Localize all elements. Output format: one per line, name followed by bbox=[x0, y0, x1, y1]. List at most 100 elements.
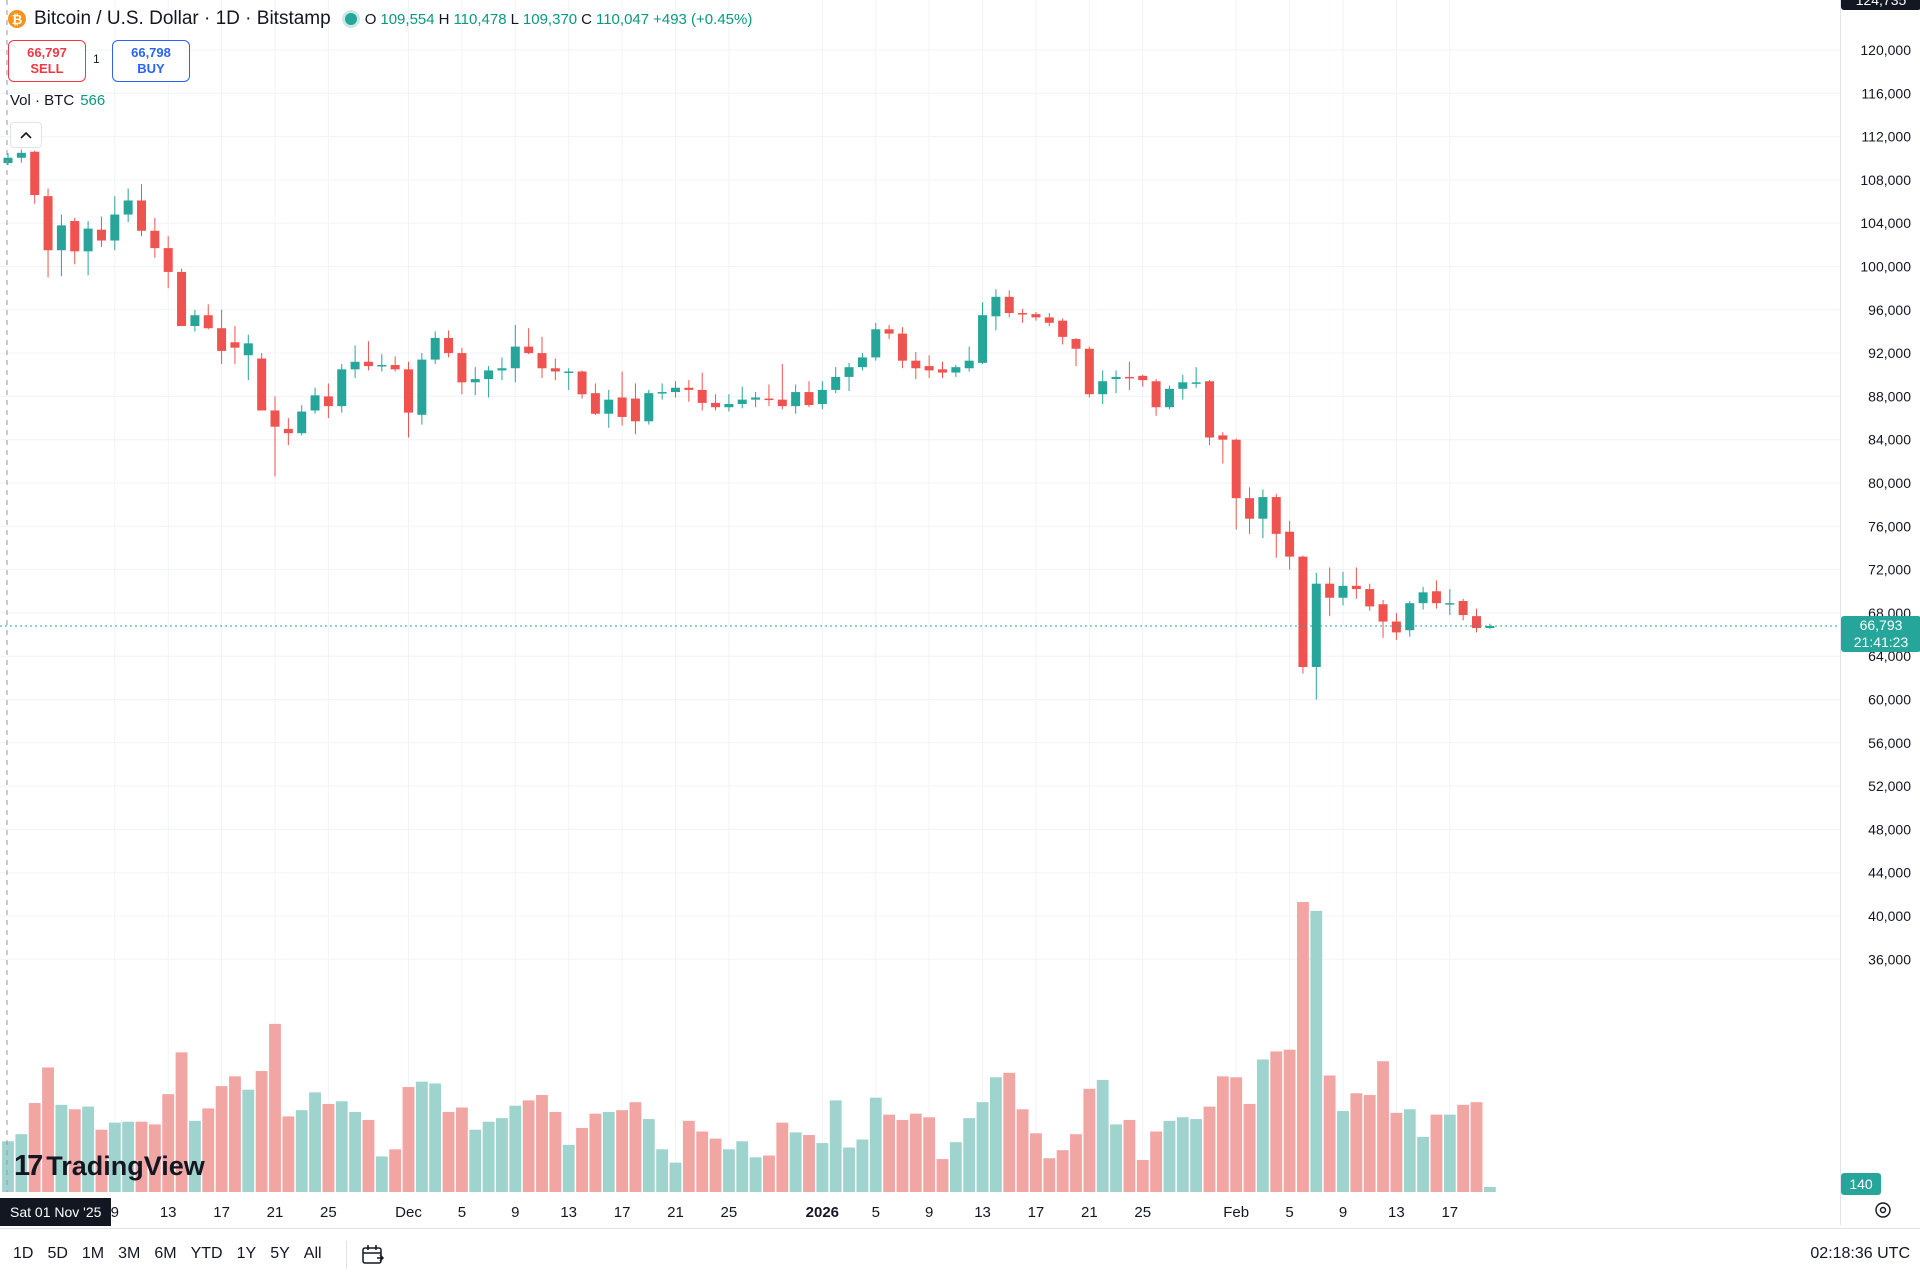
candle-body bbox=[1098, 381, 1108, 395]
volume-bar bbox=[1230, 1077, 1243, 1192]
candle bbox=[1258, 489, 1268, 539]
candle-body bbox=[497, 368, 507, 371]
price-tick-label: 64,000 bbox=[1868, 648, 1911, 664]
price-tick-label: 40,000 bbox=[1868, 908, 1911, 924]
volume-bar bbox=[242, 1089, 255, 1192]
candle-body bbox=[1378, 604, 1388, 622]
volume-bar bbox=[722, 1149, 735, 1192]
candle bbox=[537, 336, 547, 378]
candle-body bbox=[724, 403, 734, 408]
go-to-date-calendar-icon[interactable] bbox=[360, 1243, 386, 1267]
volume-bar bbox=[175, 1052, 188, 1192]
bitcoin-logo-icon: ₿ bbox=[8, 10, 26, 28]
volume-bar bbox=[1216, 1076, 1229, 1192]
volume-bar bbox=[229, 1076, 241, 1192]
time-tick-label: 9 bbox=[925, 1204, 933, 1221]
volume-bar bbox=[736, 1141, 749, 1192]
candle bbox=[1111, 370, 1121, 394]
price-tick-label: 96,000 bbox=[1868, 302, 1911, 318]
candle-body bbox=[1018, 313, 1028, 315]
candlestick-chart[interactable] bbox=[0, 0, 1840, 1192]
volume-bar bbox=[642, 1119, 655, 1192]
candle bbox=[163, 236, 173, 289]
candle bbox=[1164, 385, 1174, 410]
candle bbox=[177, 268, 187, 327]
range-ytd[interactable]: YTD bbox=[190, 1245, 223, 1262]
price-axis[interactable]: 120,000 116,000 112,000 108,000 104,000 100,0… bbox=[1840, 0, 1920, 1225]
candle-body bbox=[711, 402, 721, 408]
volume-bar bbox=[669, 1162, 682, 1192]
range-5d[interactable]: 5D bbox=[47, 1245, 68, 1262]
tradingview-watermark[interactable]: 17 TradingView bbox=[14, 1150, 205, 1183]
volume-bar bbox=[963, 1118, 976, 1192]
candle bbox=[791, 384, 801, 414]
candle bbox=[363, 341, 373, 371]
volume-bar bbox=[976, 1102, 989, 1192]
candle-body bbox=[1391, 621, 1401, 633]
time-tick-label: 17 bbox=[614, 1204, 631, 1221]
volume-bar bbox=[1483, 1186, 1496, 1192]
volume-legend[interactable]: Vol · BTC 566 bbox=[10, 92, 105, 109]
range-1d[interactable]: 1D bbox=[13, 1245, 34, 1262]
candle-body bbox=[617, 397, 627, 417]
symbol-title[interactable]: Bitcoin / U.S. Dollar · 1D · Bitstamp bbox=[34, 8, 331, 29]
time-tick-label: 2026 bbox=[806, 1204, 839, 1221]
volume-bar bbox=[269, 1023, 281, 1192]
candle-body bbox=[657, 392, 667, 394]
range-all[interactable]: All bbox=[303, 1245, 322, 1262]
candle-body bbox=[938, 369, 947, 373]
candle-body bbox=[1431, 591, 1441, 604]
chart-area[interactable] bbox=[0, 0, 1840, 1225]
candle-body bbox=[470, 379, 480, 383]
high-label: H bbox=[438, 10, 450, 28]
candle bbox=[844, 362, 854, 391]
top-price-badge: 124,735 bbox=[1841, 0, 1920, 10]
volume-tag-value: 140 bbox=[1849, 1176, 1873, 1192]
candle-body bbox=[457, 353, 467, 383]
candle-body bbox=[1124, 376, 1134, 379]
candle bbox=[751, 392, 761, 408]
candle bbox=[484, 366, 494, 398]
candle bbox=[524, 328, 534, 355]
volume-label: Vol · BTC bbox=[10, 92, 75, 109]
volume-bar bbox=[829, 1100, 842, 1192]
volume-bar bbox=[1337, 1111, 1349, 1192]
chart-settings-gear-icon[interactable] bbox=[1872, 1199, 1894, 1221]
range-3m[interactable]: 3M bbox=[118, 1245, 141, 1262]
volume-bar bbox=[589, 1113, 602, 1192]
sell-button[interactable]: 66,797 SELL bbox=[8, 40, 86, 82]
range-1m[interactable]: 1M bbox=[81, 1245, 105, 1262]
candle bbox=[283, 418, 293, 446]
range-1y[interactable]: 1Y bbox=[236, 1245, 257, 1262]
candle-body bbox=[444, 337, 454, 354]
range-5y[interactable]: 5Y bbox=[270, 1245, 290, 1262]
volume-bar bbox=[95, 1129, 108, 1192]
candle-body bbox=[323, 396, 333, 407]
candle-body bbox=[1004, 296, 1014, 314]
collapse-legend-button[interactable] bbox=[10, 122, 42, 148]
candle-body bbox=[644, 393, 654, 422]
price-tick-label: 120,000 bbox=[1860, 42, 1911, 58]
time-axis[interactable]: 9 13 17 21 25 Dec 5 9 13 17 21 25 2026 5 9 13 17 21 25 Feb 5… bbox=[0, 1192, 1840, 1228]
candle bbox=[1098, 370, 1108, 404]
volume-bar bbox=[335, 1101, 348, 1192]
volume-bar bbox=[1003, 1072, 1016, 1192]
candle bbox=[230, 326, 240, 364]
candle-body bbox=[123, 200, 133, 215]
volume-bar bbox=[1283, 1049, 1296, 1192]
volume-bar bbox=[429, 1083, 442, 1192]
range-6m[interactable]: 6M bbox=[154, 1245, 177, 1262]
volume-bar bbox=[1443, 1114, 1456, 1192]
volume-bar bbox=[803, 1135, 815, 1192]
candle-body bbox=[1044, 317, 1054, 323]
buy-button[interactable]: 66,798 BUY bbox=[112, 40, 190, 82]
volume-bar bbox=[1256, 1059, 1269, 1192]
volume-bar bbox=[1043, 1158, 1056, 1192]
candles bbox=[3, 149, 1495, 700]
candle-body bbox=[1351, 585, 1361, 590]
candle-body bbox=[350, 361, 360, 370]
time-tick-label: 21 bbox=[1081, 1204, 1098, 1221]
utc-clock[interactable]: 02:18:36 UTC bbox=[1810, 1245, 1910, 1262]
candle-body bbox=[630, 398, 640, 422]
candle-body bbox=[484, 370, 494, 380]
